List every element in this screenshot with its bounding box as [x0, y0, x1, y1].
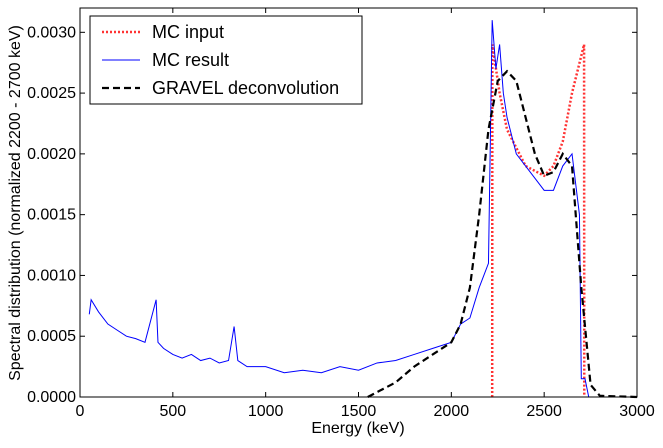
y-tick-label: 0.0005: [27, 328, 76, 345]
x-tick-label: 3000: [619, 403, 655, 420]
x-tick-label: 2500: [526, 403, 562, 420]
series-line: [367, 69, 638, 399]
series-line: [88, 20, 637, 398]
legend-label: MC result: [152, 50, 229, 70]
y-tick-label: 0.0020: [27, 146, 76, 163]
y-tick-label: 0.0030: [27, 24, 76, 41]
y-tick-label: 0.0010: [27, 267, 76, 284]
series-line: [490, 44, 586, 398]
y-tick-label: 0.0025: [27, 85, 76, 102]
y-tick-label: 0.0015: [27, 207, 76, 224]
x-tick-label: 1500: [341, 403, 377, 420]
legend-label: GRAVEL deconvolution: [152, 78, 339, 98]
x-tick-label: 500: [159, 403, 186, 420]
x-tick-label: 1000: [248, 403, 284, 420]
x-tick-label: 0: [76, 403, 85, 420]
legend-label: MC input: [152, 22, 224, 42]
y-axis-label: Spectral distribution (normalized 2200 -…: [7, 25, 24, 381]
plot-frame: [79, 7, 638, 398]
y-tick-label: 0.0000: [27, 389, 76, 406]
x-axis-label: Energy (keV): [311, 420, 404, 437]
x-tick-label: 2000: [434, 403, 470, 420]
